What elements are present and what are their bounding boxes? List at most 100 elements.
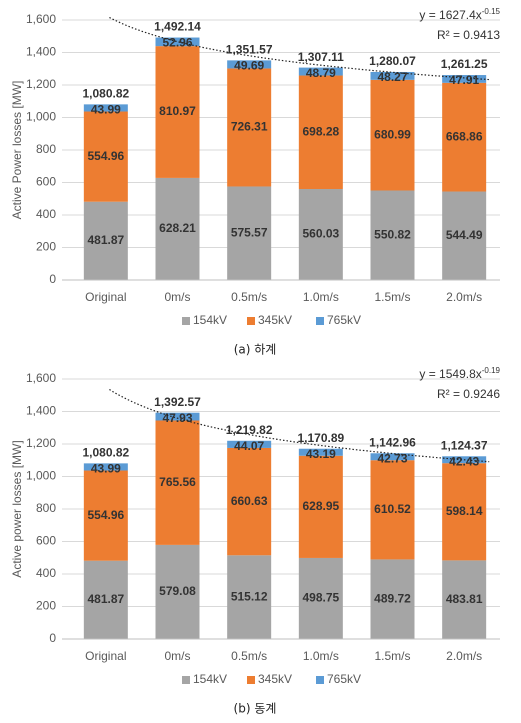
y-tick-label: 1,600 [26,371,56,385]
bar-segment [298,557,343,639]
segment-label: 550.82 [374,227,411,241]
bar-segment [227,60,272,69]
segment-label: 489.72 [374,591,411,605]
bar-segment [155,46,200,178]
bar-segment [370,79,415,191]
segment-label: 43.19 [306,447,336,461]
y-axis-label: Active power losses [MW] [10,440,24,577]
segment-label: 544.49 [446,228,483,242]
bar-segment [298,75,343,189]
x-tick-label: 1.0m/s [303,290,339,304]
total-label: 1,351.57 [226,43,273,57]
segment-label: 52.96 [162,36,192,50]
bar-segment [298,455,343,558]
y-tick-label: 600 [36,534,56,548]
segment-label: 42.73 [377,451,407,465]
segment-label: 668.86 [446,129,483,143]
trendline [109,388,490,463]
segment-label: 628.21 [159,221,196,235]
legend-swatch [182,676,190,684]
total-label: 1,142.96 [369,435,416,449]
bar-segment [227,68,272,187]
segment-label: 498.75 [302,591,339,605]
total-label: 1,170.89 [297,431,344,445]
legend-label: 154kV [193,313,227,327]
total-label: 1,392.57 [154,395,201,409]
segment-label: 42.43 [449,454,479,468]
bar-segment [370,460,415,560]
total-label: 1,124.37 [441,438,488,452]
legend-label: 154kV [193,672,227,686]
y-tick-label: 1,200 [26,77,56,91]
x-tick-label: 1.5m/s [374,649,410,663]
y-tick-label: 1,400 [26,45,56,59]
bar-segment [227,555,272,639]
y-tick-label: 1,200 [26,436,56,450]
bar-segment [298,448,343,456]
legend-swatch [316,676,324,684]
segment-label: 43.99 [91,462,121,476]
segment-label: 698.28 [302,124,339,138]
total-label: 1,492.14 [154,20,201,34]
segment-label: 47.91 [449,73,479,87]
y-tick-label: 800 [36,501,56,515]
y-tick-label: 0 [49,631,56,645]
trend-exponent: -0.15 [482,7,501,16]
segment-label: 680.99 [374,127,411,141]
bar-segment [442,191,487,280]
bar-segment [227,447,272,556]
x-tick-label: 1.0m/s [303,649,339,663]
bar-segment [370,559,415,639]
x-tick-label: Original [85,649,126,663]
bar-segment [155,420,200,545]
legend-label: 765kV [327,672,361,686]
bar-segment [83,104,128,112]
bar-segment [370,71,415,80]
y-tick-label: 1,000 [26,469,56,483]
legend-swatch [182,317,190,325]
segment-label: 575.57 [231,225,268,239]
total-label: 1,219.82 [226,423,273,437]
y-tick-label: 1,000 [26,110,56,124]
legend-label: 345kV [258,672,292,686]
y-tick-label: 600 [36,175,56,189]
segment-label: 48.27 [377,70,407,84]
segment-label: 579.08 [159,584,196,598]
bar-segment [298,67,343,76]
bar-segment [442,75,487,83]
segment-label: 481.87 [87,233,124,247]
y-tick-label: 1,400 [26,404,56,418]
y-tick-label: 200 [36,599,56,613]
x-tick-label: Original [85,290,126,304]
bar-segment [227,440,272,448]
x-tick-label: 0m/s [164,649,190,663]
bar-segment [442,560,487,639]
x-tick-label: 0.5m/s [231,290,267,304]
total-label: 1,261.25 [441,57,488,71]
bar-segment [83,463,128,471]
segment-label: 481.87 [87,592,124,606]
bar-segment [370,190,415,280]
caption: (b) 동계 [234,702,277,716]
segment-label: 554.96 [87,149,124,163]
bar-segment [155,544,200,639]
segment-label: 483.81 [446,592,483,606]
caption: (a) 하계 [234,343,277,357]
segment-label: 628.95 [302,499,339,513]
segment-label: 554.96 [87,508,124,522]
segment-label: 598.14 [446,504,483,518]
segment-label: 726.31 [231,120,268,134]
total-label: 1,080.82 [82,87,129,101]
total-label: 1,280.07 [369,54,416,68]
trendline [109,16,490,81]
segment-label: 515.12 [231,589,268,603]
segment-label: 44.07 [234,439,264,453]
x-tick-label: 2.0m/s [446,290,482,304]
bar-segment [155,412,200,421]
y-tick-label: 800 [36,142,56,156]
y-tick-label: 400 [36,566,56,580]
legend-swatch [316,317,324,325]
segment-label: 610.52 [374,502,411,516]
total-label: 1,080.82 [82,446,129,460]
